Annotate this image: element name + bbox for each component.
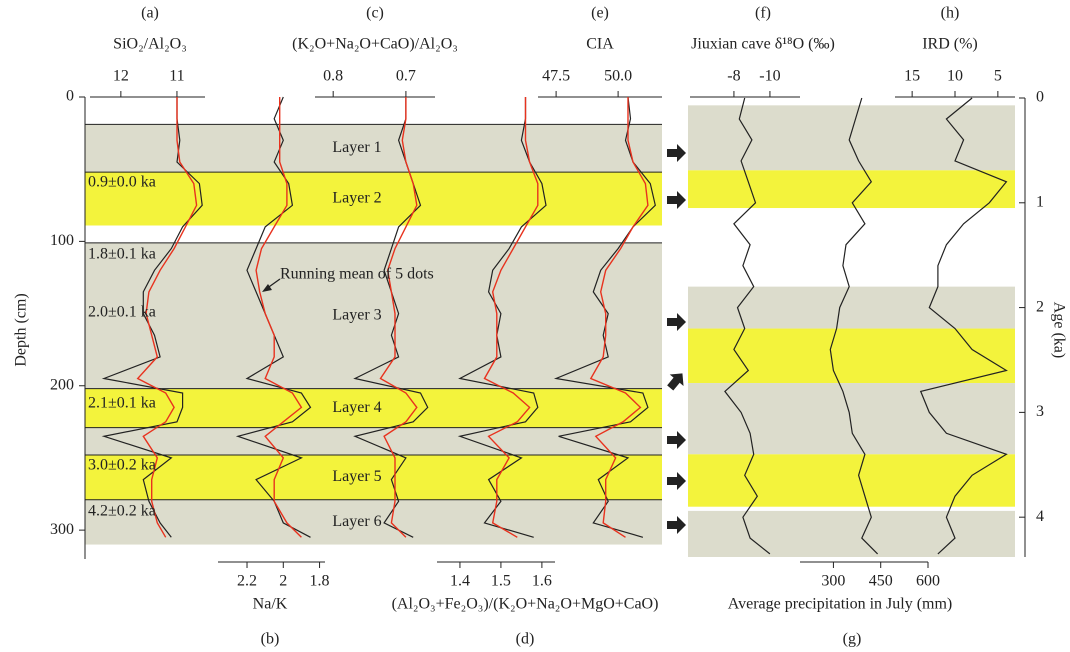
panel-letter: (b) [261, 631, 280, 648]
x-tick-label: -8 [727, 68, 740, 85]
x-axis-title: CIA [586, 36, 614, 53]
layer-band [85, 455, 662, 500]
y-tick-label: 200 [50, 376, 74, 393]
panel-letter: (h) [941, 5, 960, 22]
age-band [688, 328, 1015, 384]
pointer-arrow [667, 313, 686, 331]
x-tick-label: 15 [904, 68, 920, 85]
x-tick-label: 10 [947, 68, 963, 85]
x-tick-label: 11 [169, 68, 184, 85]
age-label: 4.2±0.2 ka [88, 503, 156, 520]
x-tick-label: 12 [113, 68, 129, 85]
x-axis-title: Na/K [253, 596, 288, 613]
age-label: 2.0±0.1 ka [88, 304, 156, 321]
age-band [688, 170, 1015, 209]
x-axis-title: Jiuxian cave δ¹⁸O (‰) [691, 36, 835, 53]
proxy-curve [101, 97, 203, 538]
proxy-curve [724, 97, 771, 555]
layer-label: Layer 2 [332, 189, 381, 206]
x-tick-label: 450 [869, 573, 893, 590]
proxy-curve [589, 97, 649, 538]
x-tick-label: 0.7 [396, 68, 416, 85]
x-axis-title: (Al₂O₃+Fe₂O₃)/(K₂O+Na₂O+MgO+CaO) [392, 596, 659, 613]
x-tick-label: 600 [916, 573, 940, 590]
pointer-arrow [667, 516, 686, 534]
annotation: Running mean of 5 dots [280, 266, 434, 283]
layer-label: Layer 4 [332, 399, 381, 416]
proxy-curve [829, 97, 879, 555]
panel-letter: (g) [843, 631, 862, 648]
y-tick-label: 300 [50, 521, 74, 538]
x-tick-label: 1.4 [450, 573, 470, 590]
proxy-curve [379, 97, 418, 538]
x-tick-label: -10 [759, 68, 780, 85]
panel-letter: (f) [755, 5, 771, 22]
x-tick-label: 0.8 [323, 68, 343, 85]
layer-band [85, 172, 662, 226]
y-tick-label: 100 [50, 232, 74, 249]
y-tick-label: 0 [66, 88, 74, 105]
layer-band [85, 388, 662, 428]
layer-band [85, 242, 662, 389]
pointer-arrow [667, 431, 686, 449]
age-label: 1.8±0.1 ka [88, 246, 156, 263]
y2-tick-label: 4 [1036, 508, 1044, 525]
layer-label: Layer 6 [332, 513, 381, 530]
age-band [688, 105, 1015, 171]
x-tick-label: 1.6 [532, 573, 552, 590]
x-tick-label: 2 [279, 573, 287, 590]
x-axis-title: (K₂O+Na₂O+CaO)/Al₂O₃ [292, 36, 458, 53]
pointer-arrow [667, 373, 684, 391]
age-band [688, 383, 1015, 455]
pointer-arrow [667, 472, 686, 490]
layer-label: Layer 1 [332, 139, 381, 156]
x-axis-title: Average precipitation in July (mm) [728, 596, 953, 613]
pointer-arrow [667, 144, 686, 162]
x-tick-label: 50.0 [604, 68, 632, 85]
x-tick-label: 2.2 [237, 573, 257, 590]
plots [79, 91, 1026, 568]
panel-letter: (e) [591, 5, 609, 22]
x-tick-label: 1.8 [310, 573, 330, 590]
layer-label: Layer 3 [332, 306, 381, 323]
x-tick-label: 1.5 [491, 573, 511, 590]
proxy-curve [483, 97, 539, 538]
x-tick-label: 300 [821, 573, 845, 590]
pointer-arrow [667, 191, 686, 209]
proxy-curve [919, 97, 1008, 555]
x-tick-label: 47.5 [542, 68, 570, 85]
age-label: 0.9±0.0 ka [88, 174, 156, 191]
proxy-curve [553, 96, 656, 538]
y2-tick-label: 0 [1036, 89, 1044, 106]
layer-band [85, 499, 662, 545]
y2-tick-label: 2 [1036, 298, 1044, 315]
labels: Layer 1 Layer 2 Layer 3 Layer 4 Layer 5 Layer… [13, 5, 1068, 648]
layer-label: Layer 5 [332, 468, 381, 485]
arrow-head [262, 284, 272, 292]
x-axis-title: SiO₂/Al₂O₃ [113, 36, 187, 53]
age-band [688, 510, 1015, 557]
y2-tick-label: 3 [1036, 403, 1044, 420]
y-axis-title: Depth (cm) [13, 293, 30, 366]
age-label: 2.1±0.1 ka [88, 395, 156, 412]
x-axis-title: IRD (%) [922, 36, 978, 53]
panel-letter: (d) [516, 631, 535, 648]
y2-axis-title: Age (ka) [1050, 302, 1067, 358]
age-band [688, 454, 1015, 507]
panel-letter: (c) [366, 5, 384, 22]
x-tick-label: 5 [994, 68, 1002, 85]
age-label: 3.0±0.2 ka [88, 457, 156, 474]
y2-tick-label: 1 [1036, 193, 1044, 210]
proxy-curve [255, 97, 303, 538]
proxy-curve [136, 97, 198, 538]
panel-letter: (a) [141, 5, 159, 22]
bands [85, 105, 1015, 557]
